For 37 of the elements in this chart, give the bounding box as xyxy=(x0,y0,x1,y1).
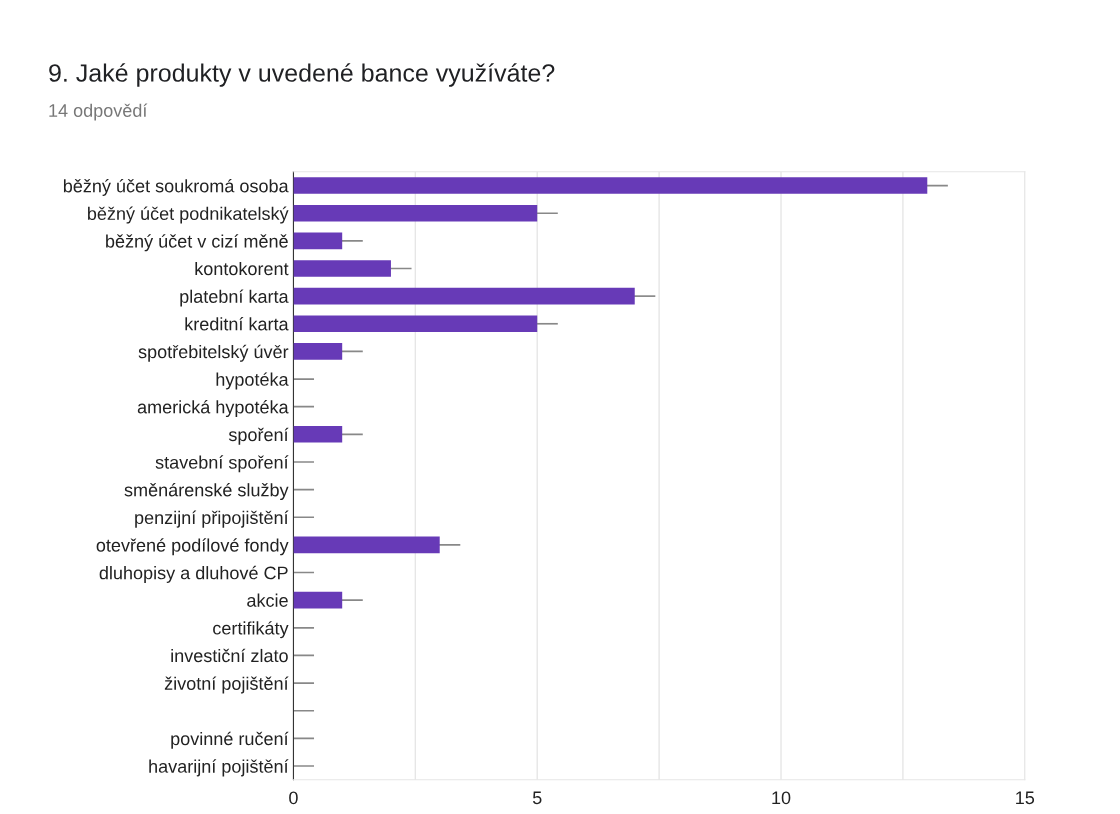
text: 14 odpovědí xyxy=(49,103,148,121)
bar xyxy=(293,204,538,222)
y-tick-label: stavební spoření xyxy=(155,455,289,473)
x-tick-label: 0 xyxy=(289,791,298,805)
y-tick-label: životní pojištění xyxy=(164,676,289,694)
y-tick-label: běžný účet soukromá osoba xyxy=(63,178,289,196)
y-tick-label: běžný účet v cizí měně xyxy=(106,234,288,252)
y-tick-label: dluhopisy a dluhové CP xyxy=(99,565,288,583)
y-tick-label: kreditní karta xyxy=(185,317,289,331)
y-tick-label: běžný účet podnikatelský xyxy=(88,206,289,224)
y-tick-label: penzijní připojištění xyxy=(135,510,289,528)
chart-title: 9. Jaké produkty v uvedené bance využíváte? xyxy=(49,63,555,87)
bar xyxy=(293,287,635,305)
bar xyxy=(293,232,343,250)
bar xyxy=(293,591,343,609)
y-tick-label: akcie xyxy=(247,593,288,607)
bar xyxy=(293,426,343,443)
y-tick-label: investiční zlato xyxy=(171,648,288,663)
y-tick-label: hypotéka xyxy=(216,372,289,390)
x-tick-label: 10 xyxy=(772,791,791,805)
x-tick-label: 5 xyxy=(532,791,542,805)
bar xyxy=(293,177,928,194)
y-tick-label: havarijní pojištění xyxy=(149,759,289,777)
y-tick-label: spotřebitelský úvěr xyxy=(138,344,289,362)
y-tick-label: certifikáty xyxy=(213,621,289,639)
y-tick-label: americká hypotéka xyxy=(137,400,289,418)
bar xyxy=(293,260,391,277)
y-tick-label: směnárenské služby xyxy=(124,482,289,500)
y-tick-label: kontokorent xyxy=(195,261,289,276)
y-tick-label: spoření xyxy=(228,427,289,445)
bar xyxy=(293,343,343,360)
y-tick-label: povinné ručení xyxy=(171,731,289,749)
bar xyxy=(293,536,440,554)
x-tick-label: 15 xyxy=(1016,791,1035,805)
y-tick-label: platební karta xyxy=(180,289,289,307)
y-tick-label: otevřené podílové fondy xyxy=(96,538,289,556)
bar xyxy=(293,315,538,333)
